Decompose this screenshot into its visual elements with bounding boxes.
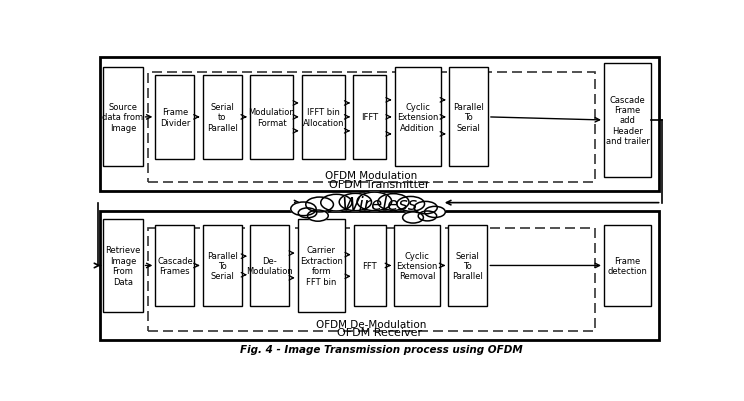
Circle shape xyxy=(307,211,328,222)
Circle shape xyxy=(321,195,352,211)
Circle shape xyxy=(378,194,409,211)
FancyBboxPatch shape xyxy=(100,57,658,192)
Text: Serial
to
Parallel: Serial to Parallel xyxy=(207,103,237,132)
FancyBboxPatch shape xyxy=(148,73,594,182)
Circle shape xyxy=(291,203,316,216)
Text: Frame
Divider: Frame Divider xyxy=(160,108,190,127)
Text: Parallel
To
Serial: Parallel To Serial xyxy=(453,103,484,132)
Text: OFDM De-Modulation: OFDM De-Modulation xyxy=(316,319,427,329)
Text: Cyclic
Extension
Removal: Cyclic Extension Removal xyxy=(397,251,437,281)
Text: De-
Modulation: De- Modulation xyxy=(246,256,293,275)
Text: Wireless: Wireless xyxy=(341,195,417,213)
FancyBboxPatch shape xyxy=(302,76,345,159)
Text: IFFT bin
Allocation: IFFT bin Allocation xyxy=(303,108,344,127)
Text: Cascade
Frames: Cascade Frames xyxy=(157,256,193,275)
Text: FFT: FFT xyxy=(362,261,377,270)
Circle shape xyxy=(414,202,437,214)
Text: Carrier
Extraction
form
FFT bin: Carrier Extraction form FFT bin xyxy=(300,246,343,286)
FancyBboxPatch shape xyxy=(353,76,386,159)
FancyBboxPatch shape xyxy=(394,226,440,306)
Text: Fig. 4 - Image Transmission process using OFDM: Fig. 4 - Image Transmission process usin… xyxy=(240,344,523,354)
Text: Retrieve
Image
From
Data: Retrieve Image From Data xyxy=(106,246,141,286)
FancyBboxPatch shape xyxy=(298,219,345,312)
Text: OFDM Receiver: OFDM Receiver xyxy=(337,328,422,337)
Circle shape xyxy=(418,211,437,221)
FancyBboxPatch shape xyxy=(448,226,487,306)
FancyBboxPatch shape xyxy=(202,226,242,306)
FancyBboxPatch shape xyxy=(202,76,242,159)
FancyBboxPatch shape xyxy=(449,68,488,167)
Text: Cascade
Frame
add
Header
and trailer: Cascade Frame add Header and trailer xyxy=(606,95,650,146)
Text: Source
data from
Image: Source data from Image xyxy=(103,103,144,132)
Text: IFFT: IFFT xyxy=(361,113,379,122)
FancyBboxPatch shape xyxy=(155,226,194,306)
FancyBboxPatch shape xyxy=(250,76,293,159)
FancyBboxPatch shape xyxy=(250,226,289,306)
Circle shape xyxy=(339,194,371,211)
FancyBboxPatch shape xyxy=(604,226,651,306)
FancyBboxPatch shape xyxy=(100,212,658,340)
Text: OFDM Modulation: OFDM Modulation xyxy=(325,170,417,180)
FancyBboxPatch shape xyxy=(103,219,143,312)
Text: OFDM Transmitter: OFDM Transmitter xyxy=(330,179,430,189)
FancyBboxPatch shape xyxy=(103,68,143,167)
Circle shape xyxy=(298,209,317,218)
Circle shape xyxy=(403,213,423,223)
Text: Modulation
Format: Modulation Format xyxy=(248,108,295,127)
FancyBboxPatch shape xyxy=(394,68,440,167)
Text: Cyclic
Extension
Addition: Cyclic Extension Addition xyxy=(397,103,438,132)
Circle shape xyxy=(425,207,446,218)
FancyBboxPatch shape xyxy=(155,76,194,159)
FancyBboxPatch shape xyxy=(604,64,651,178)
Text: Parallel
To
Serial: Parallel To Serial xyxy=(207,251,237,281)
Circle shape xyxy=(306,198,333,213)
Circle shape xyxy=(397,197,425,212)
Circle shape xyxy=(357,192,391,211)
FancyBboxPatch shape xyxy=(148,228,594,332)
Text: Frame
detection: Frame detection xyxy=(608,256,647,275)
Text: Serial
To
Parallel: Serial To Parallel xyxy=(452,251,483,281)
FancyBboxPatch shape xyxy=(353,226,386,306)
